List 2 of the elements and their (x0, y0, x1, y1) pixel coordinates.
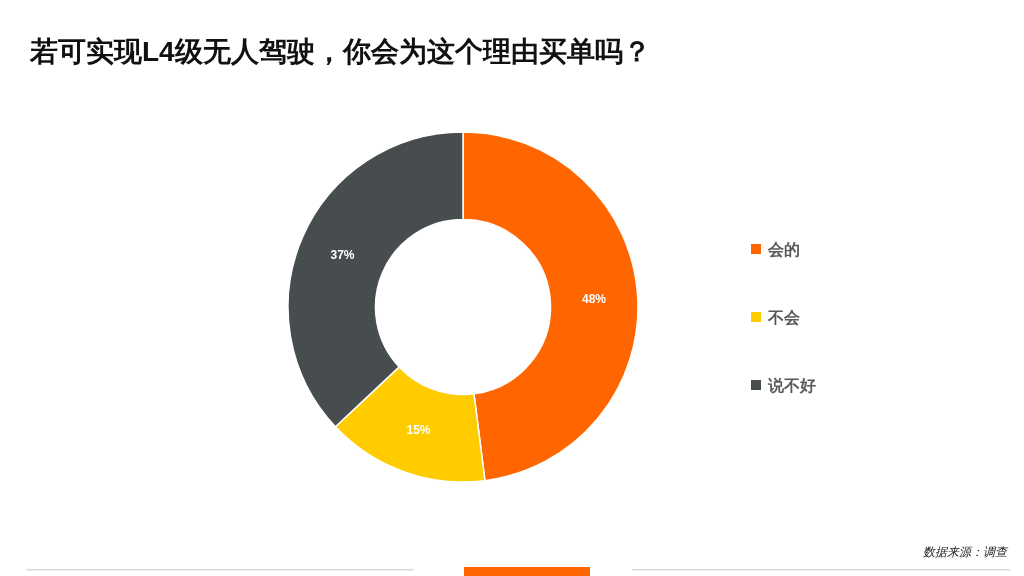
annotation: 数据来源：调查 (923, 545, 1007, 559)
title: 若可实现L4级无人驾驶，你会为这个理由买单吗？ (30, 36, 651, 67)
